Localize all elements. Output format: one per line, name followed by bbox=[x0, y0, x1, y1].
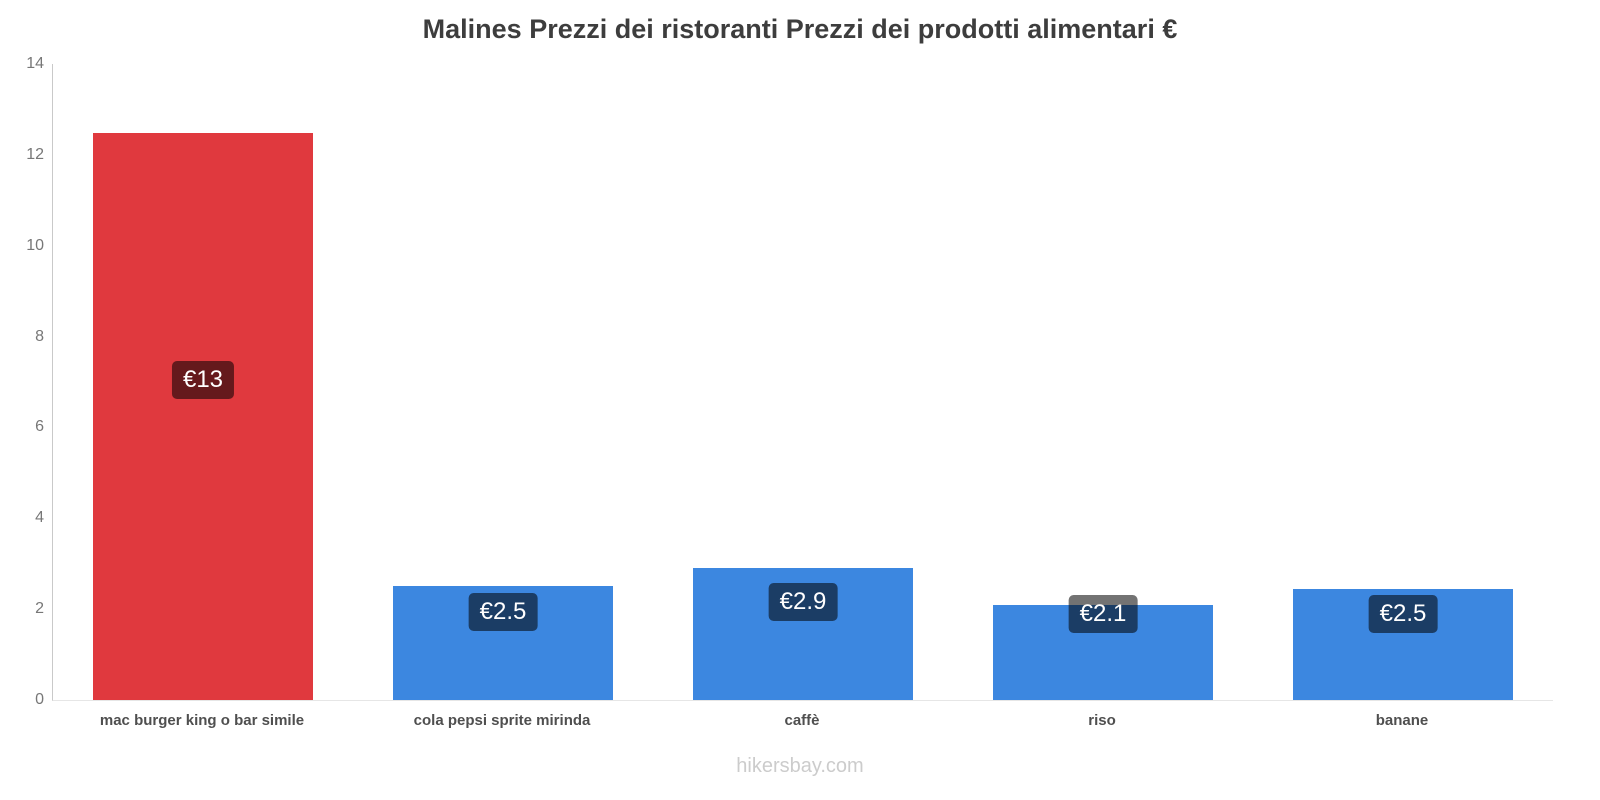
category-label: cola pepsi sprite mirinda bbox=[413, 712, 591, 729]
y-tick-label: 12 bbox=[26, 145, 44, 163]
category-label: banane bbox=[1375, 712, 1429, 729]
category-label: mac burger king o bar simile bbox=[99, 712, 305, 729]
y-tick-label: 0 bbox=[35, 691, 44, 708]
y-tick-label: 14 bbox=[26, 55, 44, 72]
plot-area: €13 €2.5 €2.9 €2.1 €2.5 bbox=[52, 64, 1553, 701]
y-tick-label: 6 bbox=[35, 418, 44, 436]
category-label: riso bbox=[1088, 712, 1116, 729]
value-label: €2.1 bbox=[1068, 594, 1138, 633]
y-tick-label: 8 bbox=[35, 327, 44, 345]
value-label: €2.9 bbox=[768, 583, 838, 622]
y-tick-label: 2 bbox=[35, 600, 44, 618]
chart-title: Malines Prezzi dei ristoranti Prezzi dei… bbox=[422, 14, 1178, 44]
bar: €2.1 bbox=[993, 594, 1213, 700]
category-label: caffè bbox=[784, 712, 820, 729]
bar: €2.9 bbox=[693, 568, 913, 700]
bar: €13 bbox=[93, 132, 313, 700]
y-tick-label: 4 bbox=[35, 509, 44, 527]
bar: €2.5 bbox=[393, 586, 613, 700]
bar: €2.5 bbox=[1293, 588, 1513, 700]
watermark: hikersbay.com bbox=[736, 755, 864, 777]
y-tick-label: 10 bbox=[26, 236, 44, 254]
value-label: €13 bbox=[171, 360, 235, 399]
value-label: €2.5 bbox=[1368, 594, 1438, 633]
value-label: €2.5 bbox=[468, 593, 538, 632]
